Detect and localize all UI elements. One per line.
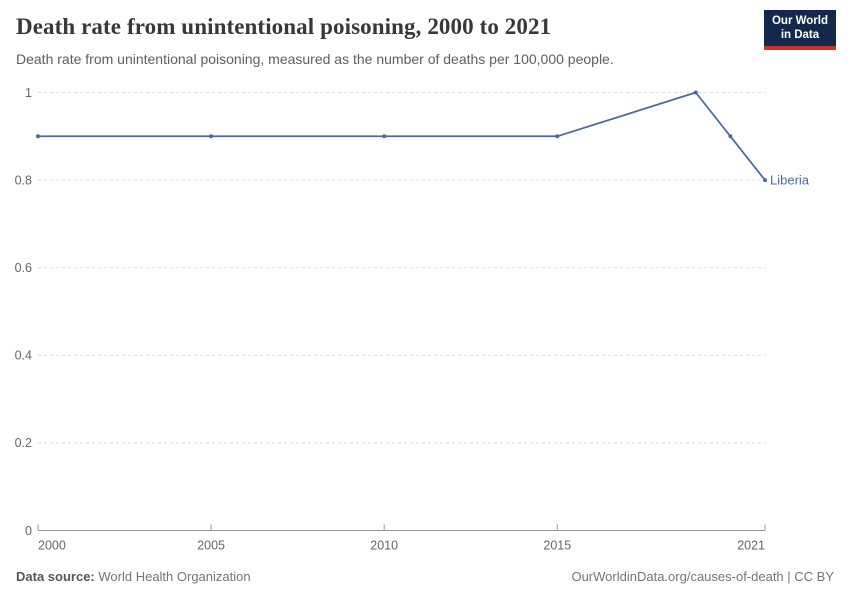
data-point[interactable] <box>728 134 733 139</box>
y-tick-label: 1 <box>25 86 32 100</box>
x-tick-label: 2015 <box>543 539 571 553</box>
y-tick-label: 0 <box>25 524 32 538</box>
x-tick-label: 2005 <box>197 539 225 553</box>
data-source-value: World Health Organization <box>98 569 251 584</box>
data-point[interactable] <box>36 134 40 139</box>
y-tick-label: 0.4 <box>15 349 32 363</box>
owid-logo-line2: in Data <box>780 28 820 41</box>
owid-logo[interactable]: Our World in Data <box>763 10 836 50</box>
data-source-label: Data source: <box>16 569 95 584</box>
page-title: Death rate from unintentional poisoning,… <box>16 14 552 39</box>
data-point[interactable] <box>763 178 767 183</box>
x-tick-label: 2021 <box>737 539 765 553</box>
x-tick-label: 2010 <box>370 539 398 553</box>
y-tick-label: 0.8 <box>15 173 32 187</box>
y-tick-label: 0.6 <box>15 261 32 275</box>
chart-subtitle: Death rate from unintentional poisoning,… <box>16 51 614 67</box>
data-source: Data source: World Health Organization <box>16 569 251 584</box>
x-tick-label: 2000 <box>38 539 66 553</box>
citation-link[interactable]: OurWorldinData.org/causes-of-death | CC … <box>571 569 834 584</box>
data-point[interactable] <box>382 134 387 139</box>
series-end-label[interactable]: Liberia <box>770 173 810 188</box>
data-point[interactable] <box>555 134 560 139</box>
owid-logo-line1: Our World <box>771 15 828 27</box>
y-tick-label: 0.2 <box>15 436 32 450</box>
data-point[interactable] <box>209 134 214 139</box>
data-point[interactable] <box>693 90 698 95</box>
series-line-liberia[interactable] <box>37 91 766 181</box>
